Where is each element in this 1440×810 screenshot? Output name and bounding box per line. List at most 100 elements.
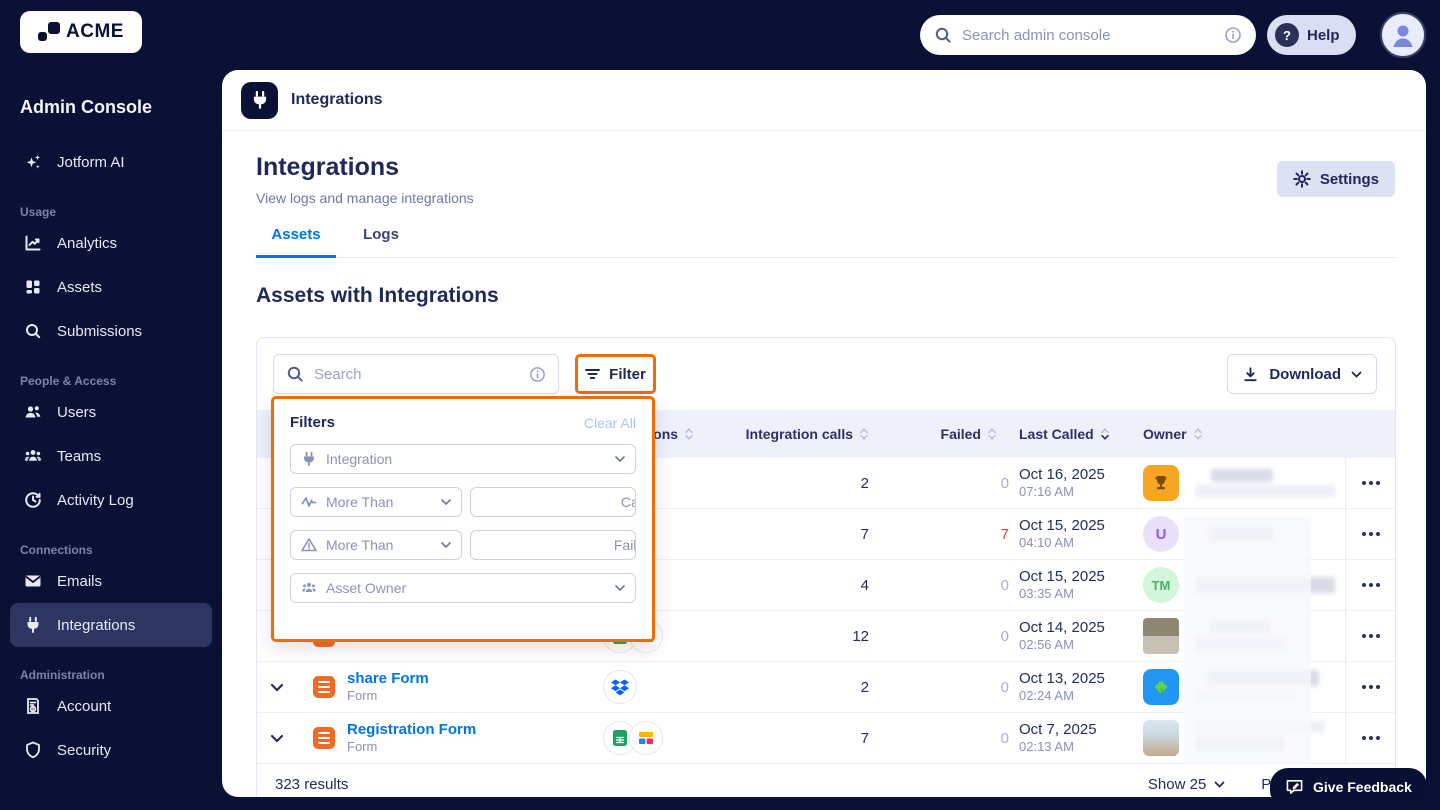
failed-value: 0	[1000, 678, 1009, 696]
filter-label: Filter	[609, 365, 646, 383]
row-expander[interactable]	[257, 683, 297, 692]
help-button[interactable]: ? Help	[1267, 15, 1356, 55]
owner-name-redacted	[1195, 517, 1345, 551]
calls-number-input[interactable]	[471, 494, 635, 510]
sidebar-item-submissions[interactable]: Submissions	[10, 309, 212, 353]
admin-search[interactable]	[920, 15, 1256, 55]
row-menu-button[interactable]	[1345, 560, 1395, 610]
filters-popover: Filters Clear All Integration More Than …	[271, 396, 655, 642]
table-search-input[interactable]	[314, 365, 519, 383]
sort-desc-icon[interactable]	[1100, 427, 1110, 440]
form-icon	[313, 726, 335, 749]
tab-assets[interactable]: Assets	[256, 226, 336, 258]
chevron-down-icon	[615, 585, 625, 591]
col-last-called[interactable]: Last Called	[1019, 425, 1094, 442]
form-icon	[313, 675, 335, 698]
calls-value: 2	[860, 678, 869, 696]
last-called-date: Oct 7, 2025	[1019, 721, 1097, 739]
show-per-page-select[interactable]: Show 25	[1148, 776, 1225, 793]
help-label: Help	[1307, 26, 1340, 44]
sort-icon[interactable]	[859, 427, 869, 440]
failed-number-input[interactable]	[471, 537, 635, 553]
row-menu-button[interactable]	[1345, 662, 1395, 712]
asset-owner-filter-select[interactable]: Asset Owner	[290, 573, 636, 603]
failed-number-input-group: ▲▼	[470, 530, 636, 560]
download-button[interactable]: Download	[1227, 354, 1377, 394]
settings-button[interactable]: Settings	[1276, 161, 1395, 197]
search-icon	[934, 26, 952, 44]
sort-icon[interactable]	[1193, 427, 1203, 440]
clear-all-button[interactable]: Clear All	[583, 414, 636, 431]
asset-name-link[interactable]: Registration Form	[347, 721, 477, 739]
col-owner[interactable]: Owner	[1143, 425, 1187, 442]
acme-logo-mark	[38, 22, 61, 42]
asset-name-link[interactable]: share Form	[347, 670, 429, 688]
tab-logs[interactable]: Logs	[363, 226, 399, 243]
sidebar-section-people: People & Access	[20, 374, 117, 388]
page-subtitle: View logs and manage integrations	[256, 190, 474, 206]
panel-header: Integrations	[222, 70, 1426, 131]
last-called-date: Oct 13, 2025	[1019, 670, 1105, 688]
calls-value: 2	[860, 474, 869, 492]
owner-avatar	[1143, 669, 1179, 705]
sidebar-item-analytics[interactable]: Analytics	[10, 221, 212, 265]
owner-name-redacted	[1195, 721, 1345, 755]
show-label: Show 25	[1147, 776, 1207, 793]
calls-condition-select[interactable]: More Than	[290, 487, 462, 517]
warning-triangle-icon	[301, 537, 317, 553]
sidebar-item-emails[interactable]: Emails	[10, 559, 212, 603]
feedback-icon	[1285, 778, 1304, 795]
calls-value: 7	[860, 729, 869, 747]
info-icon	[529, 366, 546, 383]
row-menu-button[interactable]	[1345, 713, 1395, 763]
failed-condition-select[interactable]: More Than	[290, 530, 462, 560]
table-footer: 323 results Show 25 Page: of	[257, 763, 1395, 797]
row-expander[interactable]	[257, 734, 297, 743]
col-integration-calls[interactable]: Integration calls	[745, 425, 853, 442]
sidebar-item-security[interactable]: Security	[10, 728, 212, 772]
people-icon	[301, 580, 317, 596]
integration-filter-select[interactable]: Integration	[290, 444, 636, 474]
give-feedback-button[interactable]: Give Feedback	[1270, 768, 1427, 805]
analytics-icon	[24, 234, 42, 252]
col-failed[interactable]: Failed	[940, 425, 981, 442]
asset-type: Form	[347, 687, 378, 703]
section-title: Assets with Integrations	[256, 284, 499, 307]
question-icon: ?	[1275, 23, 1299, 47]
sidebar-item-account[interactable]: Account	[10, 684, 212, 728]
chevron-down-icon	[441, 542, 451, 548]
acme-logo[interactable]: ACME	[20, 11, 142, 53]
sidebar-item-integrations[interactable]: Integrations	[10, 603, 212, 647]
sort-icon[interactable]	[684, 427, 694, 440]
filter-button[interactable]: Filter	[575, 354, 656, 394]
row-menu-button[interactable]	[1345, 611, 1395, 661]
sort-icon[interactable]	[987, 427, 997, 440]
user-avatar[interactable]	[1380, 12, 1426, 58]
sidebar-item-label: Emails	[57, 572, 103, 590]
owner-avatar	[1143, 720, 1179, 756]
gear-icon	[1293, 170, 1311, 188]
admin-search-input[interactable]	[962, 26, 1214, 44]
sidebar-item-label: Assets	[57, 278, 103, 296]
sidebar-item-jotform-ai[interactable]: Jotform AI	[10, 140, 212, 184]
failed-value: 7	[1000, 525, 1009, 543]
owner-name-redacted	[1195, 619, 1345, 653]
sidebar-item-assets[interactable]: Assets	[10, 265, 212, 309]
sidebar-item-users[interactable]: Users	[10, 390, 212, 434]
main-panel: Integrations Integrations View logs and …	[222, 70, 1426, 797]
owner-avatar	[1143, 618, 1179, 654]
table-row: Registration Form Form 7 0 Oct 7, 2025 02:…	[257, 712, 1395, 763]
sidebar-item-label: Jotform AI	[57, 153, 125, 171]
row-menu-button[interactable]	[1345, 458, 1395, 508]
filters-title: Filters	[290, 414, 336, 431]
sidebar-item-teams[interactable]: Teams	[10, 434, 212, 478]
row-menu-button[interactable]	[1345, 509, 1395, 559]
plug-icon	[24, 616, 42, 634]
table-search[interactable]	[273, 354, 559, 394]
sidebar-section-administration: Administration	[20, 668, 105, 682]
chevron-down-icon	[441, 499, 451, 505]
dropbox-icon	[603, 670, 637, 704]
calls-value: 12	[852, 627, 869, 645]
calls-condition-value: More Than	[326, 494, 394, 510]
sidebar-item-activity-log[interactable]: Activity Log	[10, 478, 212, 522]
